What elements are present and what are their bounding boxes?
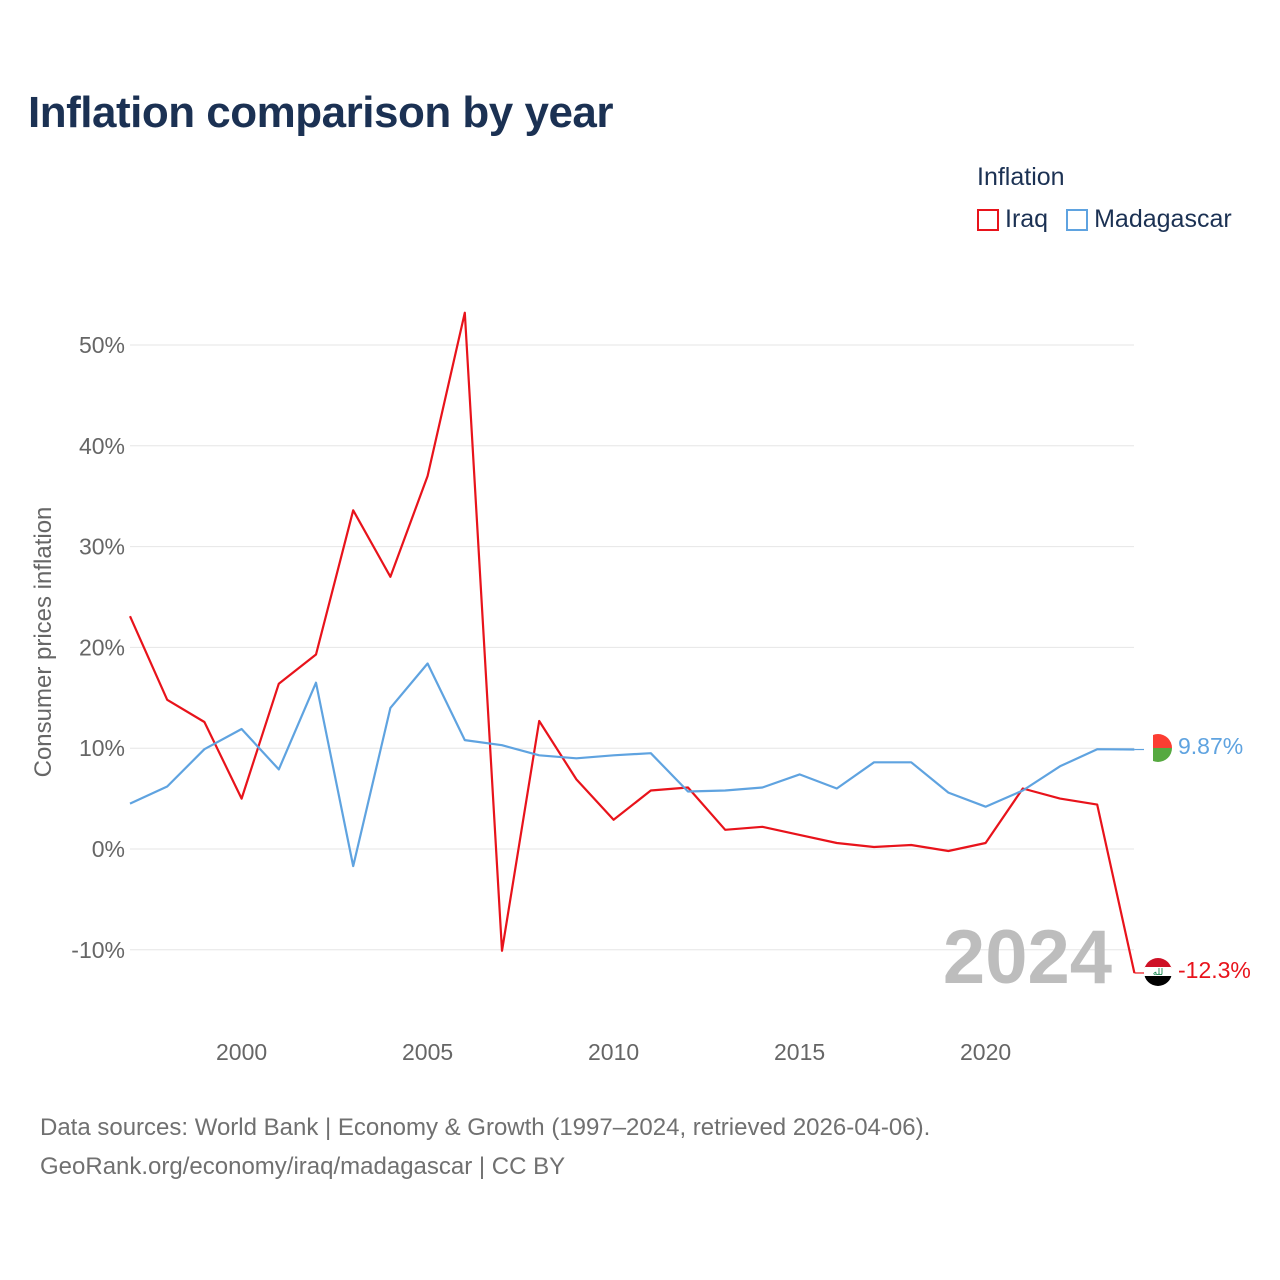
x-tick-label: 2015: [774, 1039, 825, 1065]
data-point-madagascar[interactable]: [758, 784, 766, 792]
data-point-iraq[interactable]: [796, 831, 804, 839]
data-point-madagascar[interactable]: [1019, 787, 1027, 795]
data-point-iraq[interactable]: [312, 650, 320, 658]
y-tick-label: -10%: [71, 937, 125, 963]
data-point-madagascar[interactable]: [796, 770, 804, 778]
data-point-madagascar[interactable]: [386, 704, 394, 712]
data-point-madagascar[interactable]: [349, 862, 357, 870]
data-point-iraq[interactable]: [238, 795, 246, 803]
footer-link[interactable]: GeoRank.org/economy/iraq/madagascar | CC…: [40, 1153, 566, 1180]
data-point-madagascar[interactable]: [535, 751, 543, 759]
series-lines: [126, 309, 1144, 977]
data-point-iraq[interactable]: [721, 826, 729, 834]
end-label-madagascar: 9.87%: [1178, 733, 1243, 759]
data-point-iraq[interactable]: [1130, 969, 1138, 977]
y-tick-label: 0%: [92, 836, 125, 862]
footer-sources: Data sources: World Bank | Economy & Gro…: [40, 1114, 931, 1141]
data-point-madagascar[interactable]: [610, 751, 618, 759]
data-point-madagascar[interactable]: [1056, 762, 1064, 770]
legend-swatch-iraq: [977, 208, 999, 231]
legend-item-madagascar[interactable]: Madagascar: [1066, 205, 1232, 234]
madagascar-flag-icon: [1144, 734, 1172, 762]
data-point-iraq[interactable]: [944, 847, 952, 855]
data-point-iraq[interactable]: [349, 506, 357, 514]
data-point-madagascar[interactable]: [275, 765, 283, 773]
data-point-madagascar[interactable]: [1130, 746, 1138, 754]
data-point-madagascar[interactable]: [647, 749, 655, 757]
data-point-iraq[interactable]: [424, 472, 432, 480]
legend-label-iraq: Iraq: [1005, 205, 1049, 233]
data-point-iraq[interactable]: [1093, 801, 1101, 809]
y-tick-label: 50%: [79, 332, 125, 358]
data-point-madagascar[interactable]: [312, 679, 320, 687]
data-point-madagascar[interactable]: [982, 803, 990, 811]
data-point-madagascar[interactable]: [461, 736, 469, 744]
x-tick-label: 2020: [960, 1039, 1011, 1065]
footer: Data sources: World Bank | Economy & Gro…: [40, 1108, 930, 1186]
legend-swatch-madagascar: [1066, 208, 1089, 231]
legend: Iraq Madagascar: [977, 205, 1250, 234]
data-point-iraq[interactable]: [163, 696, 171, 704]
data-point-madagascar[interactable]: [572, 754, 580, 762]
data-point-iraq[interactable]: [275, 680, 283, 688]
y-tick-label: 20%: [79, 634, 125, 660]
year-watermark: 2024: [943, 915, 1112, 1000]
data-point-iraq[interactable]: [386, 573, 394, 581]
x-tick-label: 2005: [402, 1039, 453, 1065]
data-point-iraq[interactable]: [907, 841, 915, 849]
data-point-madagascar[interactable]: [238, 725, 246, 733]
x-tick-label: 2010: [588, 1039, 639, 1065]
data-point-iraq[interactable]: [758, 823, 766, 831]
end-label-iraq: -12.3%: [1178, 957, 1251, 983]
data-point-iraq[interactable]: [870, 843, 878, 851]
data-point-iraq[interactable]: [200, 718, 208, 726]
data-point-iraq[interactable]: [461, 309, 469, 317]
data-point-madagascar[interactable]: [1093, 745, 1101, 753]
data-point-madagascar[interactable]: [684, 788, 692, 796]
data-point-madagascar[interactable]: [833, 785, 841, 793]
data-point-madagascar[interactable]: [721, 787, 729, 795]
data-point-madagascar[interactable]: [424, 660, 432, 668]
data-point-iraq[interactable]: [982, 839, 990, 847]
svg-text:لله: لله: [1153, 968, 1164, 978]
series-line-iraq[interactable]: [128, 311, 1136, 974]
data-point-madagascar[interactable]: [163, 783, 171, 791]
data-point-iraq[interactable]: [498, 947, 506, 955]
legend-title: Inflation: [977, 163, 1065, 191]
data-point-madagascar[interactable]: [126, 800, 134, 808]
data-point-madagascar[interactable]: [498, 741, 506, 749]
legend-item-iraq[interactable]: Iraq: [977, 205, 1048, 234]
gridlines: [130, 344, 1134, 951]
data-point-iraq[interactable]: [572, 775, 580, 783]
data-point-iraq[interactable]: [1056, 795, 1064, 803]
chart-title: Inflation comparison by year: [28, 88, 614, 137]
iraq-flag-icon: لله: [1144, 958, 1172, 986]
y-axis-label: Consumer prices inflation: [30, 507, 57, 778]
data-point-iraq[interactable]: [610, 816, 618, 824]
y-tick-label: 40%: [79, 433, 125, 459]
legend-label-madagascar: Madagascar: [1094, 205, 1232, 233]
series-line-madagascar[interactable]: [129, 662, 1135, 868]
x-axis-ticks: 2000 2005 2010 2015 2020: [216, 1039, 1011, 1065]
data-point-iraq[interactable]: [647, 787, 655, 795]
data-point-iraq[interactable]: [833, 839, 841, 847]
data-point-madagascar[interactable]: [907, 758, 915, 766]
data-point-iraq[interactable]: [126, 612, 134, 620]
data-point-madagascar[interactable]: [200, 745, 208, 753]
x-tick-label: 2000: [216, 1039, 267, 1065]
data-point-madagascar[interactable]: [870, 758, 878, 766]
data-point-iraq[interactable]: [535, 717, 543, 725]
y-tick-label: 10%: [79, 735, 125, 761]
data-point-madagascar[interactable]: [944, 789, 952, 797]
y-axis-ticks: -10% 0% 10% 20% 30% 40% 50%: [71, 332, 125, 963]
y-tick-label: 30%: [79, 534, 125, 560]
